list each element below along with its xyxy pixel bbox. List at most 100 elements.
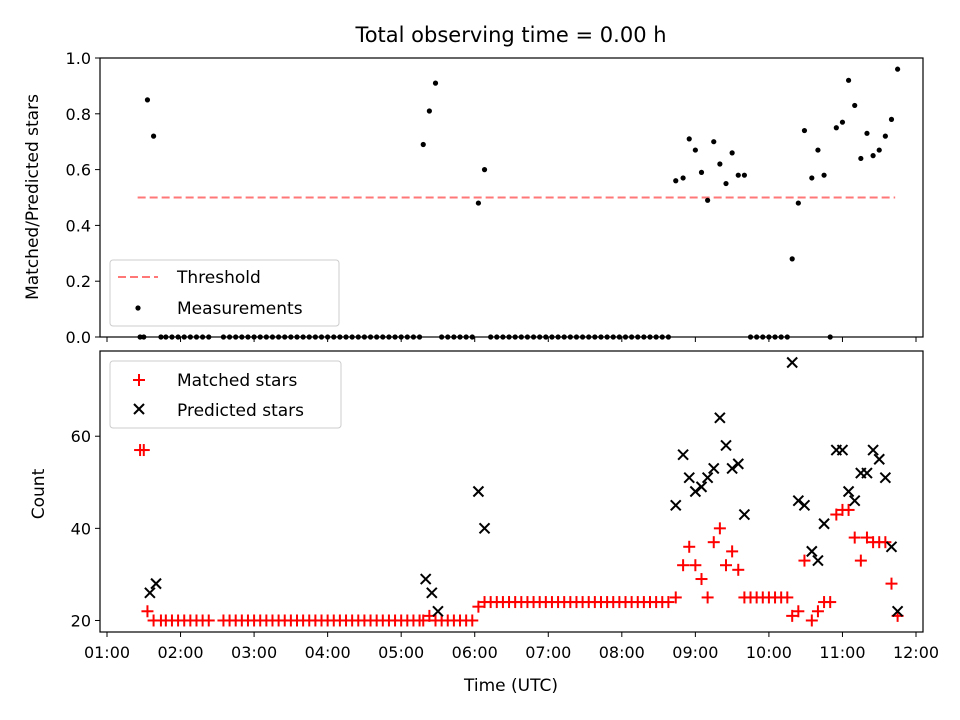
predicted-star-point: [683, 471, 695, 484]
measurement-point: [717, 161, 723, 167]
measurement-point: [741, 172, 747, 178]
top-y-tick-label: 0.6: [66, 161, 91, 180]
matched-star-point: [830, 508, 843, 521]
matched-star-point: [842, 503, 855, 516]
matched-star-point: [781, 591, 794, 604]
legend-threshold-label: Threshold: [176, 268, 261, 288]
predicted-star-point: [726, 462, 738, 475]
measurement-point: [705, 197, 711, 203]
measurement-point: [692, 147, 698, 153]
chart-title: Total observing time = 0.00 h: [354, 23, 666, 47]
predicted-star-point: [472, 485, 485, 498]
x-tick-label: 01:00: [84, 643, 130, 662]
matched-star-point: [677, 559, 690, 572]
matched-star-point: [707, 536, 720, 549]
measurement-point: [789, 256, 795, 262]
top-legend-box: [109, 259, 340, 327]
predicted-star-point: [738, 508, 751, 521]
measurement-point: [839, 119, 846, 125]
matched-star-point: [472, 600, 485, 613]
matched-star-point: [202, 614, 215, 627]
matched-star-point: [786, 609, 799, 622]
matched-star-point: [798, 554, 811, 567]
top-y-tick-label: 1.0: [66, 49, 91, 68]
measurement-point: [870, 153, 876, 159]
matched-star-point: [811, 605, 824, 618]
legend-matched-swatch: [133, 374, 145, 386]
predicted-star-point: [714, 412, 726, 424]
predicted-star-point: [792, 495, 805, 507]
top-y-tick-label: 0.2: [66, 272, 91, 291]
matched-star-point: [720, 559, 733, 572]
measurement-point: [864, 130, 870, 136]
matched-star-point: [805, 614, 818, 627]
predicted-star-point: [670, 499, 682, 512]
predicted-star-point: [861, 467, 873, 479]
matched-star-point: [824, 596, 837, 609]
measurement-point: [795, 200, 801, 206]
top-y-tick-label: 0.0: [66, 328, 91, 347]
predicted-star-point: [701, 471, 714, 484]
predicted-star-point: [842, 485, 855, 498]
bottom-y-tick-label: 40: [71, 519, 91, 538]
measurement-point: [686, 136, 692, 142]
predicted-star-point: [836, 444, 849, 456]
matched-star-point: [701, 591, 714, 604]
top-legend: Threshold Measurements: [109, 259, 340, 327]
measurement-point: [801, 127, 808, 134]
matched-star-point: [137, 444, 150, 457]
predicted-star-point: [478, 522, 491, 535]
measurement-point: [711, 139, 717, 145]
legend-matched-label: Matched stars: [177, 371, 297, 391]
bottom-y-tick-label: 60: [71, 427, 91, 446]
measurement-point: [481, 167, 488, 173]
matched-star-point: [417, 614, 430, 627]
predicted-star-point: [867, 444, 879, 456]
x-tick-label: 02:00: [157, 643, 203, 662]
matched-star-point: [683, 540, 696, 553]
top-y-tick-label: 0.4: [66, 216, 91, 235]
matched-star-point: [848, 531, 861, 544]
x-tick-label: 03:00: [231, 643, 277, 662]
measurement-point: [882, 133, 888, 139]
x-tick-label: 08:00: [599, 643, 645, 662]
predicted-star-point: [885, 541, 898, 553]
measurement-point: [888, 116, 895, 122]
predicted-star-point: [144, 587, 156, 599]
top-y-axis-label: Matched/Predicted stars: [23, 94, 43, 300]
measurement-point: [150, 133, 157, 139]
measurement-point: [876, 147, 882, 153]
predicted-star-point: [426, 587, 438, 599]
measurement-point: [821, 172, 827, 178]
matched-star-point: [792, 605, 805, 618]
measurement-point: [833, 125, 839, 131]
predicted-star-point: [720, 439, 732, 452]
matched-star-point: [662, 596, 675, 609]
measurement-point: [852, 102, 858, 109]
top-axes-frame: [99, 57, 924, 338]
matched-star-point: [695, 573, 708, 586]
matched-star-point: [732, 563, 745, 576]
bottom-panel: 20 40 60 01:00 02:00 03:00 04:00 05:00 06:00 07:…: [29, 350, 939, 696]
predicted-star-point: [419, 573, 432, 585]
measurement-point: [680, 175, 686, 181]
bottom-legend-box: [109, 360, 342, 429]
measurement-point: [845, 77, 852, 83]
x-tick-label: 12:00: [893, 643, 939, 662]
predicted-star-point: [695, 481, 708, 493]
measurement-point: [895, 66, 901, 72]
predicted-star-point: [677, 448, 689, 461]
x-tick-label: 06:00: [452, 643, 498, 662]
measurement-point: [815, 147, 821, 153]
matched-star-point: [885, 577, 898, 590]
matched-star-point: [860, 531, 873, 544]
legend-predicted-swatch: [133, 403, 145, 415]
x-axis-label: Time (UTC): [463, 676, 558, 696]
legend-measurements-swatch: [135, 305, 141, 311]
matched-star-point: [669, 591, 682, 604]
predicted-star-point: [891, 605, 904, 617]
predicted-star-point: [432, 605, 444, 617]
measurement-point: [420, 141, 426, 148]
measurement-point: [432, 80, 439, 86]
